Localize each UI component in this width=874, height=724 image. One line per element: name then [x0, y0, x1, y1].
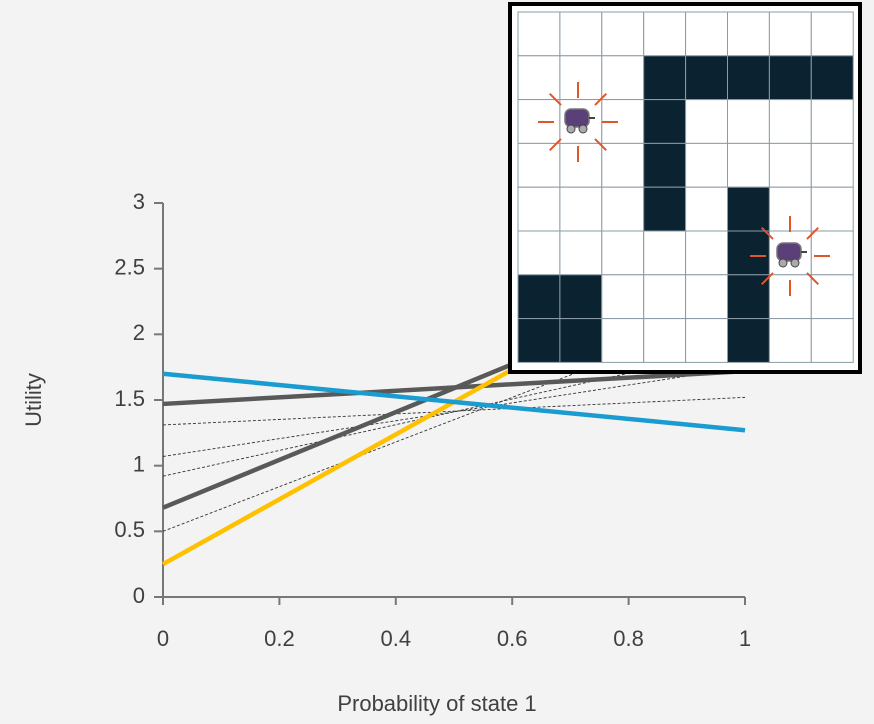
- grid-cell: [560, 12, 602, 56]
- grid-cell: [602, 187, 644, 231]
- grid-cell: [728, 56, 770, 100]
- grid-cell: [769, 143, 811, 187]
- grid-cell: [728, 143, 770, 187]
- y-tick-label: 2.5: [114, 254, 145, 279]
- chart: 0 0.5 1 1.5 2 2.5 3 0 0.2 0.4 0.6 0.8 1 Utility Prob…: [0, 0, 874, 724]
- grid-cell: [728, 187, 770, 231]
- grid-cell: [602, 12, 644, 56]
- grid-cell: [686, 187, 728, 231]
- grid-cell: [769, 319, 811, 363]
- robot-body: [777, 243, 801, 261]
- grid-cell: [686, 319, 728, 363]
- grid-cell: [811, 12, 853, 56]
- grid-cell: [728, 100, 770, 144]
- grid-cell: [728, 231, 770, 275]
- x-tick-label: 0.8: [613, 626, 644, 651]
- x-tick-label: 0.2: [264, 626, 295, 651]
- grid-cell: [728, 275, 770, 319]
- x-tick-label: 0.4: [381, 626, 412, 651]
- y-tick-label: 1.5: [114, 386, 145, 411]
- grid-cell: [686, 56, 728, 100]
- grid-cell: [811, 100, 853, 144]
- y-tick-label: 3: [133, 189, 145, 214]
- grid-cell: [518, 56, 560, 100]
- grid-cell: [560, 187, 602, 231]
- page: {"chart_data": {"type": "line", "x_label…: [0, 0, 874, 724]
- grid-cell: [644, 56, 686, 100]
- grid-cell: [769, 56, 811, 100]
- grid-cell: [518, 187, 560, 231]
- grid-cell: [811, 187, 853, 231]
- grid-cell: [686, 12, 728, 56]
- robot-wheel: [791, 259, 799, 267]
- y-tick-label: 0.5: [114, 517, 145, 542]
- grid-cell: [560, 56, 602, 100]
- grid-cell: [560, 231, 602, 275]
- grid-cell: [686, 100, 728, 144]
- x-tick-label: 1: [739, 626, 751, 651]
- grid-cell: [811, 275, 853, 319]
- robot-wheel: [779, 259, 787, 267]
- grid-cell: [602, 275, 644, 319]
- robot-body: [565, 109, 589, 127]
- grid-cell: [728, 12, 770, 56]
- grid-cell: [644, 187, 686, 231]
- grid-cell: [811, 56, 853, 100]
- x-tick-label: 0: [157, 626, 169, 651]
- x-tick-label: 0.6: [497, 626, 528, 651]
- grid-cell: [560, 319, 602, 363]
- grid-cell: [602, 143, 644, 187]
- y-tick-label: 1: [133, 451, 145, 476]
- x-axis-label: Probability of state 1: [337, 691, 536, 716]
- grid-cell: [769, 12, 811, 56]
- grid-cell: [811, 231, 853, 275]
- grid-cell: [644, 12, 686, 56]
- grid-cell: [686, 275, 728, 319]
- grid-cell: [602, 231, 644, 275]
- robot-wheel: [579, 125, 587, 133]
- grid-cell: [518, 319, 560, 363]
- grid-cell: [811, 319, 853, 363]
- grid-cell: [728, 319, 770, 363]
- grid-cell: [644, 275, 686, 319]
- y-tick-label: 2: [133, 320, 145, 345]
- y-axis-label: Utility: [21, 373, 46, 427]
- grid-cell: [602, 56, 644, 100]
- line: [163, 374, 745, 430]
- grid-cell: [686, 143, 728, 187]
- gridworld-inset: [508, 2, 862, 374]
- grid-cell: [560, 275, 602, 319]
- grid-cell: [811, 143, 853, 187]
- grid-cell: [560, 143, 602, 187]
- grid-cell: [518, 12, 560, 56]
- grid-cell: [769, 100, 811, 144]
- grid-cell: [518, 143, 560, 187]
- robot-wheel: [567, 125, 575, 133]
- grid-cell: [602, 319, 644, 363]
- grid-cell: [644, 319, 686, 363]
- grid-cell: [518, 275, 560, 319]
- grid-cell: [644, 143, 686, 187]
- grid-cell: [518, 231, 560, 275]
- grid-cell: [644, 231, 686, 275]
- grid-cell: [644, 100, 686, 144]
- y-tick-label: 0: [133, 583, 145, 608]
- grid-cell: [686, 231, 728, 275]
